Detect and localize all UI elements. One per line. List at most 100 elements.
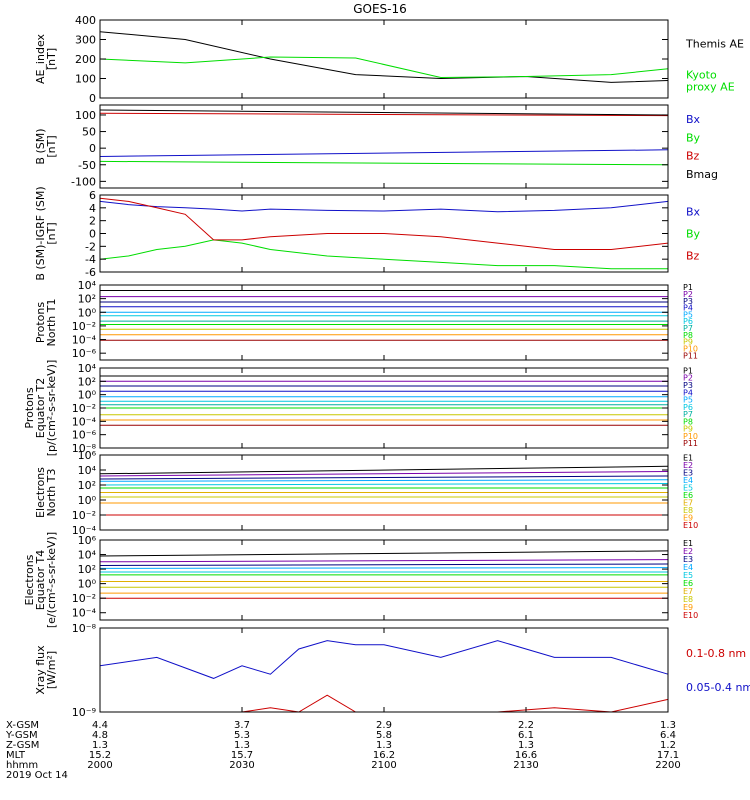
series-line-6-5 xyxy=(99,483,669,486)
legend-entry: E6 xyxy=(683,491,693,500)
y-tick-label: 200 xyxy=(75,53,96,66)
x-row-value: 2.9 xyxy=(376,720,392,731)
legend-entry: E3 xyxy=(683,555,693,564)
y-tick-label: 10⁻⁸ xyxy=(72,622,97,635)
y-tick-label: 10⁶ xyxy=(78,449,97,462)
y-tick-label: 100 xyxy=(75,73,96,86)
series-line-7-4 xyxy=(99,567,669,569)
y-tick-label: 10⁻⁴ xyxy=(72,334,97,347)
y-tick-label: 0 xyxy=(89,228,96,241)
y-tick-label: 10⁻⁴ xyxy=(72,415,97,428)
y-tick-label: 10⁻² xyxy=(72,592,96,605)
series-line-3-2 xyxy=(99,239,668,270)
x-row-value: 1.3 xyxy=(518,740,534,751)
legend-entry: E8 xyxy=(683,595,693,604)
y-tick-label: -4 xyxy=(85,253,96,266)
y-tick-label: 10⁻⁴ xyxy=(72,524,97,537)
series-line-3-1 xyxy=(99,200,669,213)
plot-frame xyxy=(99,104,669,189)
panel-8: 10⁻⁸ 10⁻⁹ Xray flux[W/m²] 0.1-0.8 nm 0.05-0.… xyxy=(34,622,750,719)
legend-entry: E2 xyxy=(683,461,693,470)
x-row-value: 1.3 xyxy=(234,740,250,751)
y-axis-label: Xray flux xyxy=(34,645,47,695)
series-line-6-3 xyxy=(99,475,669,480)
plot-frame xyxy=(99,627,669,713)
legend-entry: P3 xyxy=(683,381,693,390)
y-tick-label: 10⁻⁴ xyxy=(72,607,97,620)
y-axis-label: North T1 xyxy=(45,299,58,347)
y-tick-label: 10⁻² xyxy=(72,402,96,415)
legend-entry: P11 xyxy=(683,351,698,360)
x-row-value: 1.3 xyxy=(376,740,392,751)
y-axis-label: Protons xyxy=(34,302,47,343)
legend-entry: P3 xyxy=(683,297,693,306)
y-axis-label: North T3 xyxy=(45,469,58,517)
legend-entry: E2 xyxy=(683,547,693,556)
y-tick-label: 10⁴ xyxy=(78,464,97,477)
legend-entry: E1 xyxy=(683,539,693,548)
legend-entry: Bx xyxy=(686,113,701,126)
y-tick-label: 10² xyxy=(78,563,96,576)
x-row-value: 16.6 xyxy=(515,750,537,761)
legend-entry: E6 xyxy=(683,579,693,588)
series-line-6-2 xyxy=(99,471,669,477)
x-row-value: 5.8 xyxy=(376,730,392,741)
y-tick-label: 10⁰ xyxy=(78,494,97,507)
x-row-value: 3.7 xyxy=(234,720,250,731)
y-tick-label: 10² xyxy=(78,375,96,388)
y-axis-label: AE_index xyxy=(34,33,47,84)
x-row-value: 1.2 xyxy=(660,740,676,751)
y-tick-label: 10⁴ xyxy=(78,362,97,375)
legend-entry: E9 xyxy=(683,514,693,523)
legend-entry: P7 xyxy=(683,410,693,419)
y-axis-label: [W/m²] xyxy=(45,651,58,689)
series-line-7-3 xyxy=(99,563,669,566)
y-axis-label: Equator T4 xyxy=(34,550,47,610)
legend-entry: E5 xyxy=(683,571,693,580)
y-tick-label: -50 xyxy=(78,159,96,172)
series-line-6-1 xyxy=(99,465,669,475)
legend-entry: E4 xyxy=(683,476,693,485)
legend-entry: P1 xyxy=(683,283,693,292)
y-axis-label: [nT] xyxy=(45,135,58,157)
legend-entry: P5 xyxy=(683,310,693,319)
y-tick-label: 10⁰ xyxy=(78,306,97,319)
y-tick-label: -6 xyxy=(85,266,96,279)
x-row-value: 5.3 xyxy=(234,730,250,741)
legend-entry: Themis AE xyxy=(685,37,744,50)
y-axis-label: [nT] xyxy=(45,48,58,70)
y-tick-label: 100 xyxy=(75,109,96,122)
y-axis-label: [e/(cm²-s-sr-keV)] xyxy=(45,532,58,628)
legend-entry: 0.1-0.8 nm xyxy=(686,647,746,660)
x-row-value: 1.3 xyxy=(660,720,676,731)
legend-entry: P9 xyxy=(683,338,693,347)
legend-entry: E10 xyxy=(683,521,698,530)
panel-2: -100 -50 0 50 100 B (SM)[nT] Bx By Bz Bmag xyxy=(34,104,718,189)
legend-entry: P8 xyxy=(683,417,693,426)
x-row-value: 2200 xyxy=(655,760,680,771)
y-tick-label: 0 xyxy=(89,92,96,105)
x-row-value: 15.7 xyxy=(231,750,253,761)
legend-entry: P6 xyxy=(683,317,693,326)
y-axis-label: Protons xyxy=(23,387,36,428)
legend-entry: By xyxy=(686,131,701,144)
legend-entry: E9 xyxy=(683,603,693,612)
x-row-value: 1.3 xyxy=(92,740,108,751)
series-line-2-4 xyxy=(99,109,669,116)
figure-title: GOES-16 xyxy=(353,2,407,16)
series-line-7-2 xyxy=(99,559,669,563)
series-line-7-1 xyxy=(99,550,669,557)
y-axis-label: B (SM)-IGRF (SM) xyxy=(34,186,47,280)
x-row-value: 16.2 xyxy=(373,750,395,761)
y-tick-label: 10⁰ xyxy=(78,389,97,402)
x-row-value: 6.4 xyxy=(660,730,676,741)
y-tick-label: -100 xyxy=(71,175,96,188)
legend-entry: P6 xyxy=(683,403,693,412)
series-line-1-1 xyxy=(99,31,669,83)
legend-entry: P9 xyxy=(683,425,693,434)
y-tick-label: 0 xyxy=(89,142,96,155)
legend-entry: E5 xyxy=(683,484,693,493)
legend-entry: P1 xyxy=(683,366,693,375)
